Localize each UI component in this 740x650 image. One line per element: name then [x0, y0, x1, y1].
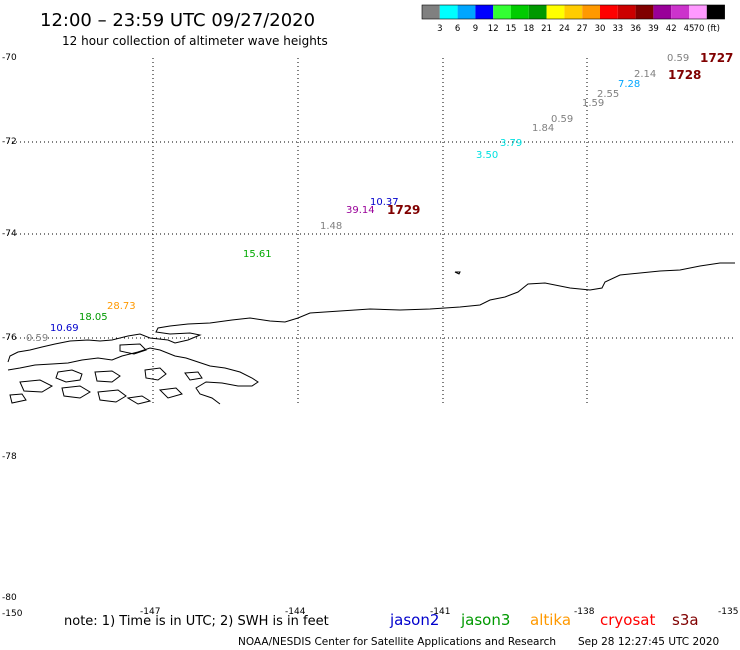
scale-label: 30 — [595, 24, 606, 34]
scale-label: 6 — [455, 24, 460, 34]
scale-swatch — [706, 5, 725, 19]
scale-swatch — [582, 5, 600, 19]
pass-time-label: 1727 — [700, 51, 733, 65]
island-outline — [55, 369, 83, 383]
lon-label: -150 — [2, 609, 23, 619]
satellite-name: jason2 — [389, 611, 439, 629]
scale-label: 15 — [506, 24, 517, 34]
scale-swatch — [422, 5, 440, 19]
island-outline — [144, 367, 167, 381]
lon-label: -147 — [140, 607, 160, 617]
lat-label: -76 — [2, 333, 17, 343]
wave-height-value: 28.73 — [107, 301, 136, 312]
wave-height-color-scale: 3 6 9 12 15 18 21 24 27 30 33 36 39 42 45 70 (ft) — [421, 4, 725, 34]
scale-label: 42 — [666, 24, 677, 34]
credit-line: NOAA/NESDIS Center for Satellite Applica… — [238, 636, 556, 648]
scale-swatch — [439, 5, 458, 19]
island-outline — [119, 343, 147, 355]
lon-label: -141 — [430, 607, 450, 617]
scale-swatch — [475, 5, 494, 19]
island-outline — [126, 395, 152, 405]
satellite-name: jason3 — [460, 611, 510, 629]
pass-time-labels: 1727 1728 1729 — [387, 51, 733, 217]
wave-height-value: 3.50 — [476, 150, 498, 161]
wave-height-value: 3.79 — [500, 138, 522, 149]
pass-time-label: 1729 — [387, 203, 420, 217]
scale-label: 39 — [648, 24, 659, 34]
wave-height-value: 2.14 — [634, 69, 656, 80]
wave-height-value: 18.05 — [79, 312, 108, 323]
lon-label: -138 — [574, 607, 595, 617]
lon-label: -135 — [718, 607, 738, 617]
wave-height-value: 1.48 — [320, 221, 342, 232]
ice-shelf-edge — [7, 262, 735, 363]
island-outline — [158, 387, 183, 399]
pass-time-label: 1728 — [668, 68, 701, 82]
map-subtitle: 12 hour collection of altimeter wave hei… — [62, 34, 328, 48]
scale-swatch — [546, 5, 565, 19]
lat-label: -80 — [2, 593, 17, 603]
island-outline — [9, 393, 27, 404]
scale-label: 70 (ft) — [694, 24, 720, 34]
lat-label: -74 — [2, 229, 17, 239]
wave-height-value: 0.59 — [551, 114, 573, 125]
map-title: 12:00 – 23:59 UTC 09/27/2020 — [40, 10, 315, 31]
island-outline — [94, 370, 121, 383]
lat-label: -72 — [2, 137, 17, 147]
lon-label: -144 — [285, 607, 306, 617]
scale-swatch — [617, 5, 636, 19]
island-outline — [454, 271, 461, 275]
scale-swatch — [653, 5, 672, 19]
scale-swatch — [635, 5, 654, 19]
wave-height-value: 2.55 — [597, 89, 619, 100]
longitude-labels: -150 -147 -144 -141 -138 -135 — [2, 607, 738, 619]
scale-label: 27 — [577, 24, 588, 34]
satellite-name: altika — [530, 611, 571, 629]
scale-label: 21 — [541, 24, 552, 34]
graticule — [8, 58, 735, 405]
scale-swatch — [528, 5, 547, 19]
scale-swatch — [493, 5, 511, 19]
wave-height-value: 0.59 — [26, 333, 48, 344]
wave-height-value: 10.37 — [370, 197, 399, 208]
island-outline — [184, 371, 203, 381]
scale-label: 33 — [612, 24, 623, 34]
coastline — [7, 262, 735, 405]
satellite-name: cryosat — [600, 611, 655, 629]
wave-height-value: 39.14 — [346, 205, 375, 216]
generated-timestamp: Sep 28 12:27:45 UTC 2020 — [578, 636, 719, 648]
scale-label: 18 — [523, 24, 534, 34]
satellite-legend: jason2 jason3 altika cryosat s3a — [389, 611, 699, 629]
scale-swatch — [511, 5, 529, 19]
latitude-labels: -70 -72 -74 -76 -78 -80 — [2, 53, 17, 603]
scale-swatch — [689, 5, 707, 19]
wave-height-value: 1.84 — [532, 123, 554, 134]
island-outline — [97, 389, 127, 403]
ice-shelf-edge — [7, 347, 259, 405]
scale-label: 3 — [437, 24, 442, 34]
scale-label: 12 — [488, 24, 499, 34]
scale-label: 9 — [473, 24, 478, 34]
island-outline — [61, 385, 91, 399]
lat-label: -70 — [2, 53, 17, 63]
wave-height-value: 7.28 — [618, 79, 640, 90]
lat-label: -78 — [2, 452, 17, 462]
wave-height-value: 0.59 — [667, 53, 689, 64]
units-note: note: 1) Time is in UTC; 2) SWH is in fe… — [64, 614, 329, 629]
wave-height-value: 10.69 — [50, 323, 79, 334]
island-outline — [19, 379, 54, 393]
wave-height-observations: 0.592.147.282.551.590.591.843.793.5010.3… — [26, 53, 689, 344]
scale-label: 45 — [684, 24, 695, 34]
scale-label: 36 — [630, 24, 641, 34]
scale-swatch — [564, 5, 583, 19]
wave-height-value: 1.59 — [582, 98, 604, 109]
scale-swatch — [600, 5, 618, 19]
scale-label: 24 — [559, 24, 570, 34]
wave-height-value: 15.61 — [243, 249, 272, 260]
scale-swatch — [671, 5, 689, 19]
satellite-name: s3a — [672, 611, 699, 629]
scale-frame — [421, 4, 725, 20]
scale-swatch — [457, 5, 476, 19]
